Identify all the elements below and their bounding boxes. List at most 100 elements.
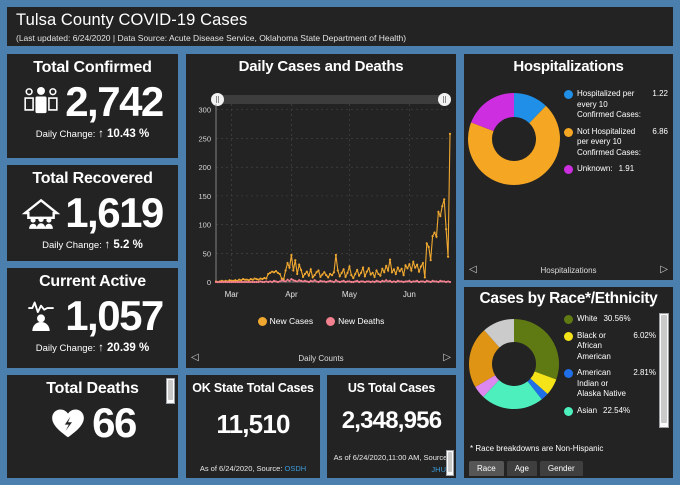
race-legend-scrollbar[interactable]	[659, 313, 669, 428]
tab-age[interactable]: Age	[506, 461, 537, 476]
donut-slice[interactable]	[527, 378, 548, 400]
donut-slice[interactable]	[471, 93, 514, 132]
stat-body: 66	[7, 399, 178, 447]
legend-item-not-hospitalized[interactable]: Not Hospitalized per every 10 Confirmed …	[564, 127, 668, 159]
legend-item-american-indian[interactable]: American Indian or Alaska Native 2.81%	[564, 368, 656, 400]
legend-swatch	[257, 316, 267, 326]
change-value: 10.43 %	[107, 128, 150, 140]
people-group-icon	[22, 83, 60, 121]
legend-swatch	[326, 316, 336, 326]
legend-swatch	[564, 127, 573, 137]
svg-text:Apr: Apr	[285, 290, 298, 299]
donut-slice[interactable]	[483, 380, 542, 409]
hospitalizations-pager: ◁ Hospitalizations ▷	[464, 262, 673, 278]
source-link-jhu[interactable]: JHU	[431, 465, 446, 474]
chart-plot-area[interactable]: 0 50 100 150 200 250 300 Mar Apr May Jun	[186, 100, 456, 315]
card-source: As of 6/24/2020, Source: OSDH	[186, 464, 320, 473]
panel-title: Cases by Race*/Ethnicity	[479, 290, 658, 307]
legend-item-new-deaths[interactable]: New Deaths	[326, 316, 384, 326]
legend-label: New Cases	[269, 316, 314, 326]
range-slider-handle-right[interactable]	[438, 92, 451, 106]
donut-slice[interactable]	[514, 93, 546, 124]
tab-gender[interactable]: Gender	[539, 461, 583, 476]
stat-value: 1,619	[65, 189, 164, 236]
stat-card-total-recovered[interactable]: Total Recovered 1,619 Daily Change: ↑ 5.…	[5, 163, 180, 263]
hospitalizations-panel: Hospitalizations Hospitalized per every …	[462, 52, 675, 282]
legend-item-white[interactable]: White 30.56%	[564, 314, 656, 325]
donut-slice[interactable]	[468, 105, 560, 185]
donut-slice[interactable]	[514, 319, 559, 380]
svg-text:Jun: Jun	[403, 290, 416, 299]
source-link-osdh[interactable]: OSDH	[284, 464, 307, 473]
legend-label: New Deaths	[338, 316, 385, 326]
panel-title: Hospitalizations	[513, 58, 624, 75]
card-ok-state-total-cases[interactable]: OK State Total Cases 11,510 As of 6/24/2…	[184, 373, 322, 480]
race-legend: White 30.56% Black or African American 6…	[564, 314, 656, 422]
line-chart-svg: 0 50 100 150 200 250 300 Mar Apr May Jun	[198, 104, 452, 299]
stat-deaths-scrollbar[interactable]	[166, 378, 175, 404]
change-arrow-icon: ↑	[98, 342, 104, 354]
scrollbar-thumb[interactable]	[661, 315, 667, 423]
chart-range-slider[interactable]	[211, 92, 451, 106]
legend-item-new-cases[interactable]: New Cases	[257, 316, 314, 326]
legend-value: 1.22	[652, 89, 668, 98]
race-donut-chart[interactable]	[464, 314, 564, 419]
chevron-right-icon[interactable]: ▷	[443, 352, 451, 363]
chart-legend: New Cases New Deaths	[186, 316, 456, 326]
us-card-scrollbar[interactable]	[446, 450, 454, 476]
legend-label: American Indian or Alaska Native	[577, 368, 626, 398]
source-text: As of 6/24/2020, Source:	[199, 464, 285, 473]
donut-slice[interactable]	[469, 330, 500, 387]
stat-title: Total Confirmed	[33, 59, 152, 76]
scrollbar-thumb[interactable]	[448, 452, 452, 472]
svg-text:100: 100	[198, 221, 211, 230]
change-label: Daily Change:	[35, 129, 96, 140]
legend-value: 2.81%	[633, 368, 656, 377]
stat-value: 2,742	[65, 78, 164, 125]
svg-text:0: 0	[207, 278, 211, 287]
range-slider-handle-left[interactable]	[211, 92, 224, 106]
legend-value: 6.02%	[633, 330, 656, 340]
chevron-right-icon[interactable]: ▷	[660, 264, 668, 275]
stat-card-current-active[interactable]: Current Active 1,057 Daily Change: ↑ 20.…	[5, 266, 180, 370]
legend-item-asian[interactable]: Asian 22.54%	[564, 406, 656, 417]
stat-title: Current Active	[39, 273, 146, 290]
card-value: 11,510	[216, 409, 290, 439]
stat-title: Total Recovered	[32, 170, 153, 187]
legend-swatch	[564, 90, 573, 99]
chevron-left-icon[interactable]: ◁	[191, 352, 199, 363]
stat-daily-change: Daily Change: ↑ 5.2 %	[7, 239, 178, 251]
pager-label: Hospitalizations	[540, 265, 597, 275]
stat-card-total-confirmed[interactable]: Total Confirmed 2,742 Daily Change: ↑ 10…	[5, 52, 180, 160]
hospitalizations-donut-chart[interactable]	[464, 89, 564, 194]
legend-value: 1.91	[618, 164, 635, 173]
stat-daily-change: Daily Change: ↑ 20.39 %	[7, 342, 178, 354]
legend-item-unknown[interactable]: Unknown: 1.91	[564, 164, 668, 175]
card-title: US Total Cases	[347, 381, 436, 395]
legend-swatch	[564, 369, 573, 378]
legend-item-hospitalized[interactable]: Hospitalized per every 10 Confirmed Case…	[564, 89, 668, 121]
legend-label: Black or African American	[577, 330, 611, 361]
stat-body: 1,619	[7, 189, 178, 237]
donut-slice[interactable]	[475, 375, 499, 397]
tab-race[interactable]: Race	[469, 461, 504, 476]
change-arrow-icon: ↑	[98, 128, 104, 140]
scrollbar-thumb[interactable]	[168, 380, 173, 400]
donut-slice[interactable]	[484, 319, 514, 348]
patient-vitals-icon	[22, 297, 60, 335]
race-ethnicity-panel: Cases by Race*/Ethnicity White 30.56% Bl…	[462, 285, 675, 480]
race-body: White 30.56% Black or African American 6…	[464, 314, 673, 422]
legend-swatch	[564, 331, 573, 341]
legend-label: Asian	[577, 405, 598, 415]
card-us-total-cases[interactable]: US Total Cases 2,348,956 As of 6/24/2020…	[325, 373, 458, 480]
legend-swatch	[564, 315, 573, 324]
stat-card-total-deaths[interactable]: Total Deaths 66	[5, 373, 180, 480]
page-title: Tulsa County COVID-19 Cases	[16, 11, 248, 29]
chart-pager: ◁ Daily Counts ▷	[186, 350, 456, 366]
legend-item-black-african-american[interactable]: Black or African American 6.02%	[564, 331, 656, 363]
race-footnote: * Race breakdowns are Non-Hispanic	[470, 444, 604, 453]
chevron-left-icon[interactable]: ◁	[469, 264, 477, 275]
hospitalizations-body: Hospitalized per every 10 Confirmed Case…	[464, 89, 673, 194]
donut-slice[interactable]	[530, 371, 557, 394]
